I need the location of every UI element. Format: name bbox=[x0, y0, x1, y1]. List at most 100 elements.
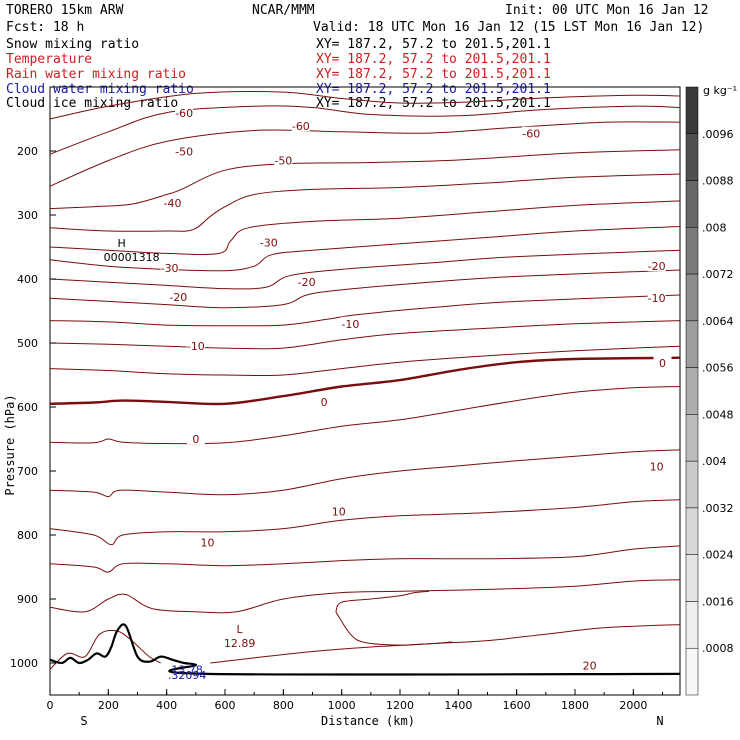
x-tick-label: 1200 bbox=[386, 699, 414, 712]
colorbar-swatch bbox=[685, 601, 699, 649]
label-background bbox=[522, 126, 541, 139]
extremum-marker: L bbox=[237, 623, 244, 636]
colorbar-label: .004 bbox=[702, 455, 727, 468]
isotherm-label: -10 bbox=[648, 292, 666, 305]
isotherm-label: -60 bbox=[292, 120, 310, 133]
init-time: Init: 00 UTC Mon 16 Jan 12 bbox=[505, 3, 709, 18]
colorbar-swatch bbox=[685, 273, 699, 322]
isotherm-line bbox=[49, 449, 681, 498]
x-tick-label: 800 bbox=[273, 699, 294, 712]
isotherm-line bbox=[49, 269, 681, 309]
colorbar: .0096 .0088 .008 .0072 .0064 .0056 .0048 .004 .0… bbox=[685, 86, 734, 696]
label-background bbox=[647, 291, 666, 304]
north-label: N bbox=[656, 714, 663, 728]
x-tick-label: 400 bbox=[156, 699, 177, 712]
colorbar-swatch bbox=[685, 367, 699, 415]
label-background bbox=[186, 432, 205, 444]
model-name: TORERO 15km ARW bbox=[6, 3, 124, 18]
isotherm-line bbox=[49, 579, 681, 614]
isotherm-label: 0 bbox=[321, 396, 328, 409]
colorbar-swatch bbox=[685, 320, 699, 368]
colorbar-swatch bbox=[685, 507, 699, 555]
colorbar-label: .0072 bbox=[702, 268, 734, 281]
isotherm-label: 10 bbox=[201, 537, 215, 550]
label-layer: -60 -60 -60 -50 -50 -40 -30 -30 -20 -20 -20 -10 -10 -… bbox=[104, 106, 672, 682]
plot-frame bbox=[49, 86, 681, 696]
label-background bbox=[297, 275, 316, 288]
axis-layer: 0 200 400 600 800 1000 1200 1400 1600 1800 2000200… bbox=[10, 145, 663, 712]
isotherm-line bbox=[49, 294, 681, 327]
x-tick-label: 600 bbox=[215, 699, 236, 712]
south-label: S bbox=[80, 714, 87, 728]
center-name: NCAR/MMM bbox=[252, 3, 315, 18]
y-tick-label: 600 bbox=[17, 401, 38, 414]
isotherm-line bbox=[49, 629, 162, 670]
colorbar-label: .0056 bbox=[702, 362, 734, 375]
field-xy: XY= 187.2, 57.2 to 201.5,201.1 bbox=[316, 52, 551, 67]
x-tick-label: 1400 bbox=[444, 699, 472, 712]
colorbar-swatch bbox=[685, 460, 699, 509]
isotherm-label: -30 bbox=[161, 262, 179, 275]
field-xy: XY= 187.2, 57.2 to 201.5,201.1 bbox=[316, 82, 551, 97]
label-background bbox=[291, 119, 310, 132]
label-background bbox=[160, 261, 179, 274]
extremum-value: .32094 bbox=[168, 669, 207, 682]
isotherm-line bbox=[49, 320, 681, 350]
y-tick-label: 400 bbox=[17, 273, 38, 286]
colorbar-swatch bbox=[685, 86, 699, 135]
colorbar-label: .0032 bbox=[702, 502, 734, 515]
isotherm-label: -60 bbox=[522, 128, 540, 141]
colorbar-swatch bbox=[685, 227, 699, 275]
isotherm-line bbox=[49, 173, 681, 232]
valid-time: Valid: 18 UTC Mon 16 Jan 12 (15 LST Mon … bbox=[313, 20, 704, 35]
y-tick-label: 900 bbox=[17, 593, 38, 606]
label-background bbox=[274, 153, 293, 166]
isotherm-label: -20 bbox=[648, 260, 666, 273]
y-tick-label: 200 bbox=[17, 145, 38, 158]
isotherm-label: -20 bbox=[169, 291, 187, 304]
y-tick-label: 700 bbox=[17, 465, 38, 478]
y-tick-label: 800 bbox=[17, 529, 38, 542]
isotherm-line bbox=[49, 249, 681, 290]
isotherm-line bbox=[49, 121, 681, 187]
colorbar-swatch bbox=[685, 414, 699, 462]
isotherm-label: 0 bbox=[659, 357, 666, 370]
isotherm-label: -10 bbox=[341, 318, 359, 331]
isotherm-line bbox=[49, 105, 681, 155]
extremum-value: 13.78 bbox=[171, 663, 203, 676]
field-name: Rain water mixing ratio bbox=[6, 67, 186, 82]
label-background bbox=[329, 504, 348, 517]
label-background bbox=[341, 316, 360, 329]
colorbar-label: .0016 bbox=[702, 595, 734, 608]
x-tick-label: 200 bbox=[98, 699, 119, 712]
x-tick-label: 1000 bbox=[328, 699, 356, 712]
x-tick-label: 1800 bbox=[561, 699, 589, 712]
isotherm-line bbox=[49, 149, 681, 210]
label-background bbox=[163, 195, 182, 208]
isotherm-label: -40 bbox=[164, 197, 182, 210]
isotherm-label: -30 bbox=[260, 237, 278, 250]
x-tick-label: 1600 bbox=[503, 699, 531, 712]
x-tick-label: 2000 bbox=[619, 699, 647, 712]
y-tick-label: 1000 bbox=[10, 657, 38, 670]
label-background bbox=[653, 355, 672, 368]
colorbar-swatch bbox=[685, 133, 699, 181]
y-tick-label: 500 bbox=[17, 337, 38, 350]
x-tick-label: 0 bbox=[47, 699, 54, 712]
isotherm-line bbox=[49, 499, 681, 546]
colorbar-swatch bbox=[685, 180, 699, 228]
field-xy: XY= 187.2, 57.2 to 201.5,201.1 bbox=[316, 67, 551, 82]
colorbar-label: .0088 bbox=[702, 175, 734, 188]
isotherm-label: -10 bbox=[187, 340, 205, 353]
field-name: Snow mixing ratio bbox=[6, 37, 139, 52]
contour-layer bbox=[49, 91, 681, 676]
field-name: Temperature bbox=[6, 52, 92, 67]
label-background bbox=[186, 339, 205, 352]
terrain-line bbox=[49, 623, 681, 676]
extremum-marker: H bbox=[118, 237, 126, 250]
isotherm-label: -20 bbox=[298, 276, 316, 289]
isotherm-label: -60 bbox=[175, 107, 193, 120]
label-background bbox=[175, 144, 194, 157]
cloud-boundary-line bbox=[335, 611, 453, 646]
